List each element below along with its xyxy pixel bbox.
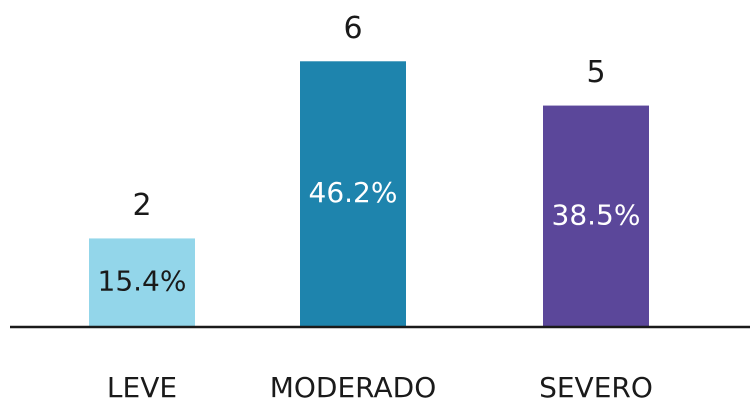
bar — [300, 61, 406, 328]
value-label: 2 — [132, 188, 151, 223]
share-label: 15.4% — [98, 265, 187, 298]
value-label: 6 — [343, 11, 362, 46]
x-tick-label: LEVE — [107, 371, 177, 401]
bar — [543, 105, 649, 327]
x-tick-label: MODERADO — [270, 371, 437, 401]
share-label: 46.2% — [309, 176, 398, 209]
value-label: 5 — [586, 55, 605, 90]
share-label: 38.5% — [552, 198, 641, 231]
bar — [89, 238, 195, 327]
x-tick-label: SEVERO — [539, 371, 653, 401]
